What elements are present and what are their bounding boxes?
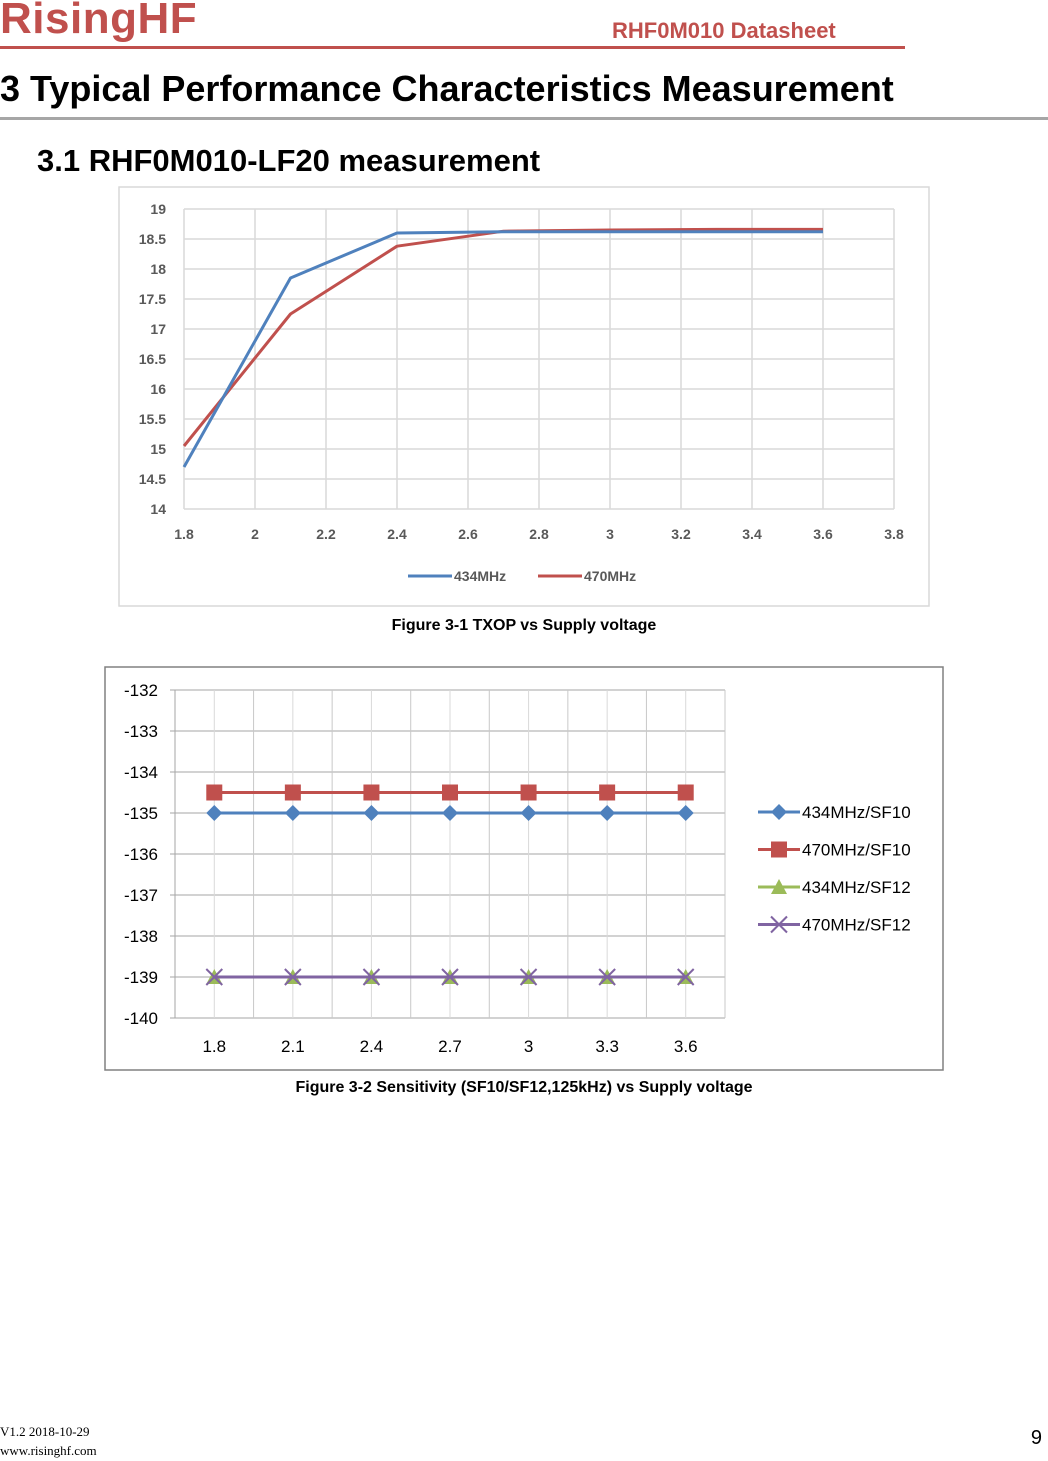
y-tick-label: -139 [124, 968, 158, 987]
square-marker [363, 784, 380, 801]
x-tick-label: 2.4 [387, 526, 407, 542]
y-tick-label: -138 [124, 927, 158, 946]
legend-label: 434MHz/SF10 [802, 803, 911, 822]
x-tick-label: 2.4 [360, 1037, 384, 1056]
y-tick-label: 15.5 [139, 411, 166, 427]
x-marker [770, 915, 788, 934]
chapter-title: 3 Typical Performance Characteristics Me… [0, 68, 894, 109]
diamond-marker [520, 805, 537, 821]
y-tick-label: 14.5 [139, 471, 166, 487]
diamond-marker [206, 805, 223, 821]
header-divider [0, 46, 905, 49]
x-axis-ticks: 1.8 2 2.2 2.4 2.6 2.8 3 3.2 3.4 3.6 3.8 [174, 526, 904, 542]
square-marker [599, 784, 616, 801]
y-tick-label: 18.5 [139, 231, 166, 247]
series-line [182, 230, 823, 468]
x-tick-label: 3.6 [813, 526, 833, 542]
y-tick-label: 16.5 [139, 351, 166, 367]
x-tick-label: 1.8 [174, 526, 194, 542]
x-marker [441, 968, 459, 986]
x-tick-label: 2.7 [438, 1037, 462, 1056]
x-marker [598, 968, 616, 986]
x-tick-label: 2.8 [529, 526, 549, 542]
y-axis-ticks: 19 18.5 18 17.5 17 16.5 16 15.5 15 14.5 14 [139, 201, 166, 517]
diamond-marker [442, 805, 458, 821]
x-tick-label: 3.4 [742, 526, 762, 542]
x-marker [284, 968, 302, 986]
x-tick-label: 2 [251, 526, 259, 542]
y-tick-label: 15 [150, 441, 166, 457]
x-marker [362, 968, 381, 986]
x-axis-ticks: 1.8 2.1 2.4 2.7 3 3.3 3.6 [202, 1037, 697, 1056]
x-marker [519, 968, 538, 986]
x-tick-label: 3.8 [884, 526, 904, 542]
legend-label: 470MHz/SF12 [802, 916, 911, 935]
x-tick-label: 2.2 [316, 526, 336, 542]
y-tick-label: -136 [124, 845, 158, 864]
document-title: RHF0M010 Datasheet [612, 18, 836, 43]
y-tick-label: 18 [150, 261, 166, 277]
x-marker [205, 968, 223, 986]
legend-label: 434MHz [454, 568, 506, 584]
y-tick-label: -135 [124, 804, 158, 823]
y-tick-label: -132 [124, 681, 158, 700]
y-tick-label: -137 [124, 886, 158, 905]
section-title: 3.1 RHF0M010-LF20 measurement [37, 143, 541, 178]
chart-frame [104, 666, 944, 1071]
brand-logo: RisingHF [0, 0, 198, 43]
figure-caption: Figure 3-1 TXOP vs Supply voltage [391, 617, 657, 634]
x-tick-label: 3.6 [674, 1037, 698, 1056]
chart-legend: 434MHz 470MHz [408, 568, 636, 584]
x-tick-label: 3.3 [595, 1037, 619, 1056]
y-tick-label: 17.5 [139, 291, 166, 307]
square-marker [677, 784, 694, 801]
legend-label: 470MHz/SF10 [802, 841, 911, 860]
y-tick-label: 16 [150, 381, 166, 397]
legend-label: 470MHz [584, 568, 636, 584]
y-axis-ticks: -132 -133 -134 -135 -136 -137 -138 -139 -140 [124, 681, 158, 1028]
triangle-marker [771, 879, 787, 894]
diamond-marker [599, 805, 616, 821]
x-marker [677, 968, 695, 986]
chart-gridlines [183, 208, 895, 510]
y-tick-label: 14 [150, 501, 166, 517]
chart-legend: 434MHz/SF10 470MHz/SF10 434MHz/SF12 470MHz/… [758, 803, 911, 935]
chart-series [182, 227, 823, 468]
page-number: 9 [1030, 1427, 1042, 1449]
footer-url: www.risinghf.com [0, 1443, 97, 1458]
chapter-divider [0, 117, 1048, 120]
figure-caption: Figure 3-2 Sensitivity (SF10/SF12,125kHz… [295, 1079, 753, 1096]
diamond-marker [363, 805, 380, 821]
sensitivity-chart: -132 -133 -134 -135 -136 -137 -138 -139 -140 1.8… [104, 666, 944, 1071]
footer-version: V1.2 2018-10-29 [0, 1424, 90, 1439]
square-marker [284, 784, 301, 801]
x-tick-label: 2.6 [458, 526, 478, 542]
square-marker [520, 784, 537, 801]
x-tick-label: 2.1 [281, 1037, 305, 1056]
x-tick-label: 3.2 [671, 526, 691, 542]
x-tick-label: 3 [606, 526, 614, 542]
diamond-marker [677, 805, 694, 821]
diamond-marker [771, 804, 787, 820]
square-marker [771, 841, 787, 858]
chart-series [205, 784, 695, 986]
y-tick-label: -133 [124, 722, 158, 741]
square-marker [206, 784, 223, 801]
y-tick-label: -134 [124, 763, 158, 782]
y-tick-label: 17 [150, 321, 166, 337]
chart-gridlines [170, 689, 726, 1019]
diamond-marker [284, 805, 301, 821]
y-tick-label: -140 [124, 1009, 158, 1028]
txop-chart: 19 18.5 18 17.5 17 16.5 16 15.5 15 14.5 14 1.8 2 2.2… [118, 186, 930, 607]
chart-frame [118, 186, 930, 607]
x-tick-label: 1.8 [202, 1037, 226, 1056]
y-tick-label: 19 [150, 201, 166, 217]
legend-label: 434MHz/SF12 [802, 878, 911, 897]
square-marker [442, 784, 458, 801]
x-tick-label: 3 [524, 1037, 533, 1056]
